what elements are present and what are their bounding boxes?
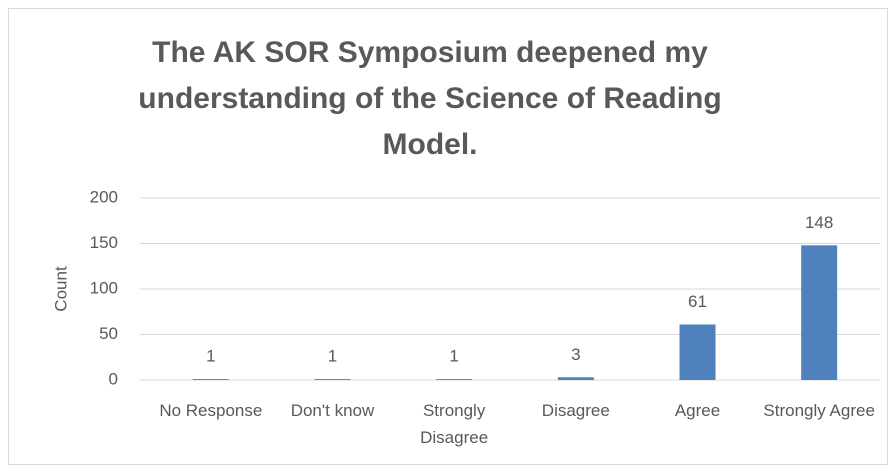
y-tick-label: 0 (109, 369, 118, 388)
y-tick-label: 100 (90, 278, 118, 297)
x-tick-label: Don't know (290, 401, 375, 420)
bar (314, 379, 351, 380)
data-label: 148 (805, 213, 833, 232)
bar (192, 379, 229, 380)
data-label: 1 (206, 347, 215, 366)
x-tick-label: Strongly Agree (763, 401, 875, 420)
y-tick-label: 150 (90, 233, 118, 252)
y-tick-label: 200 (90, 187, 118, 206)
data-label: 1 (449, 347, 458, 366)
bar (679, 324, 716, 380)
x-tick-label: Agree (674, 401, 721, 420)
x-tick-label: No Response (159, 401, 263, 420)
bar (436, 379, 473, 380)
y-tick-label: 50 (99, 324, 118, 343)
x-tick-label: Disagree (541, 401, 610, 420)
bar (801, 245, 838, 380)
x-tick-label: Strongly Disagree (420, 401, 489, 447)
data-label: 3 (571, 345, 580, 364)
bar (557, 377, 594, 380)
chart-border (8, 8, 888, 465)
data-label: 1 (328, 347, 337, 366)
y-axis-label: Count (51, 266, 70, 312)
data-label: 61 (688, 292, 707, 311)
chart-title: The AK SOR Symposium deepened my underst… (138, 36, 722, 161)
